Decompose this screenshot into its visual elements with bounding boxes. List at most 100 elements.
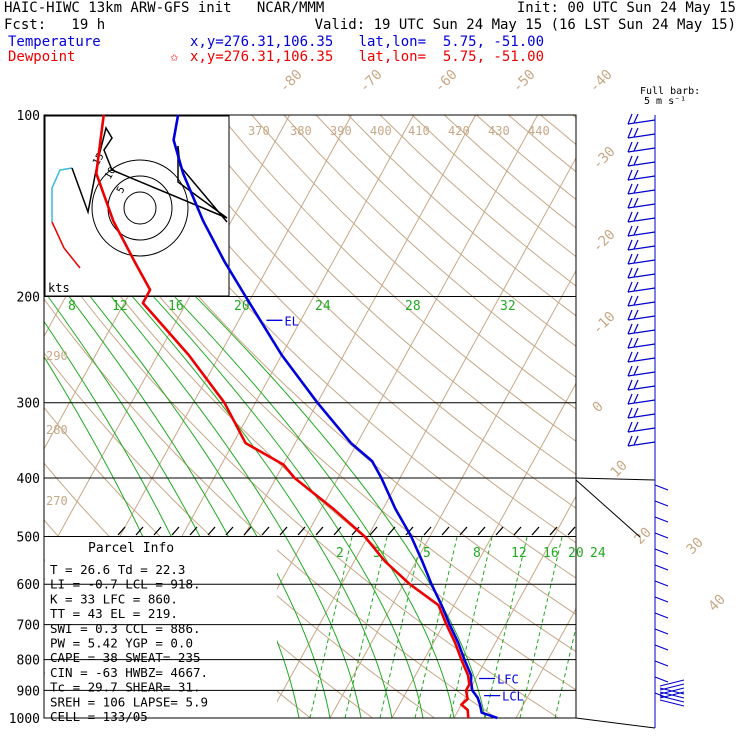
pressure-tick-label: 100 xyxy=(17,109,40,124)
pressure-tick-label: 200 xyxy=(17,291,40,306)
hatch-mark xyxy=(369,526,378,536)
wind-barb xyxy=(627,113,633,125)
wind-barb xyxy=(633,379,639,390)
dewpoint-line xyxy=(95,114,471,719)
wind-barb xyxy=(633,421,639,432)
parcel-info-title: Parcel Info xyxy=(88,541,174,556)
wind-barb xyxy=(627,239,633,251)
mixing-ratio-line xyxy=(554,625,576,718)
wind-barb xyxy=(627,183,633,195)
wind-barb xyxy=(654,644,669,651)
mixing-ratio-label: 5 xyxy=(423,546,431,561)
frame-connector xyxy=(575,477,656,481)
temperature-legend: Temperature xyxy=(8,34,101,50)
wind-barb xyxy=(633,127,639,138)
isotherm-label: 30 xyxy=(684,535,707,558)
dry-adiabat xyxy=(58,115,576,616)
isotherm-label: 0 xyxy=(590,399,607,416)
barb-legend-units: 5 m s⁻¹ xyxy=(644,96,686,107)
mixing-ratio-label: 3 xyxy=(373,546,381,561)
hatch-mark xyxy=(387,526,396,536)
parcel-info-panel: Parcel Info T = 26.6 Td = 22.3LI = -0.7 L… xyxy=(45,535,277,724)
wind-barb xyxy=(659,683,685,691)
wind-barb xyxy=(627,421,633,433)
wind-barb xyxy=(627,441,656,447)
isotherm-label: -80 xyxy=(277,67,306,96)
wind-barb xyxy=(659,699,685,707)
pressure-tick-label: 1000 xyxy=(9,712,40,727)
parcel-info-row: CELL = 133/05 xyxy=(50,709,148,724)
moist-adiabat xyxy=(107,268,393,718)
wind-barb xyxy=(627,189,656,195)
mixing-ratio-label: 12 xyxy=(112,299,128,314)
theta-label: 430 xyxy=(488,124,510,138)
barb-legend-title: Full barb: xyxy=(640,86,700,97)
wind-barb xyxy=(627,413,656,419)
wind-barb xyxy=(627,225,633,237)
wind-barb xyxy=(627,133,656,139)
moist-adiabat xyxy=(87,268,362,718)
isotherm-label: -50 xyxy=(510,67,539,96)
hodograph-frame xyxy=(44,115,230,297)
pressure-tick-label: 300 xyxy=(17,397,40,412)
mixing-ratio-label: 8 xyxy=(68,299,76,314)
level-marker-label: LCL xyxy=(502,690,524,704)
wind-barb xyxy=(627,267,633,279)
hatch-mark xyxy=(423,526,432,536)
isotherm-label: 20 xyxy=(632,525,655,548)
mixing-ratio-label: 20 xyxy=(234,299,250,314)
wind-barb xyxy=(654,612,669,619)
wind-barb xyxy=(627,169,633,181)
moist-adiabat xyxy=(67,268,331,718)
wind-barb xyxy=(633,113,639,124)
wind-barb xyxy=(627,231,656,237)
dewpoint-location: x,y=276.31,106.35 lat,lon= 5.75, -51.00 xyxy=(190,49,545,65)
wind-barb xyxy=(627,253,633,265)
hodograph-axis-label: kts xyxy=(48,281,70,295)
wind-barb xyxy=(627,287,656,293)
wind-barb xyxy=(633,183,639,194)
mixing-ratio-line xyxy=(379,536,423,718)
isotherm xyxy=(329,269,576,718)
dry-adiabat xyxy=(44,140,576,653)
wind-barb xyxy=(627,217,656,223)
mixing-ratio-label: 20 xyxy=(568,546,584,561)
level-marker-label: EL xyxy=(284,314,298,328)
hatch-mark xyxy=(513,526,522,536)
hatch-mark xyxy=(549,526,558,536)
hatch-mark xyxy=(153,526,162,536)
wind-barb xyxy=(627,365,633,377)
mixing-ratio-line xyxy=(344,536,388,718)
theta-label: 380 xyxy=(290,124,312,138)
mixing-ratio-line xyxy=(484,536,528,718)
wind-barb xyxy=(654,580,669,587)
wind-barb xyxy=(654,660,669,667)
wind-barb xyxy=(633,169,639,180)
wind-barb xyxy=(633,393,639,404)
hatch-mark xyxy=(135,526,144,536)
wind-barb xyxy=(627,407,633,419)
hatch-mark xyxy=(315,526,324,536)
wind-barb xyxy=(659,691,685,699)
wind-barb xyxy=(633,323,639,334)
parcel-info-row: SWI = 0.3 CCL = 886. xyxy=(50,621,201,636)
wind-barb xyxy=(627,245,656,251)
temperature-line xyxy=(172,114,498,720)
isotherm-label: -30 xyxy=(590,144,619,173)
mixing-ratio-line xyxy=(449,536,493,718)
frame-connector xyxy=(575,717,656,729)
hodograph-trace-mid xyxy=(51,167,73,222)
wind-barb xyxy=(627,329,656,335)
isotherm xyxy=(267,156,576,718)
wind-barb xyxy=(627,393,633,405)
hatch-mark xyxy=(567,526,576,536)
wind-barb xyxy=(654,532,669,539)
dry-adiabat xyxy=(44,298,497,718)
hodograph-ring xyxy=(123,191,157,225)
theta-label: 440 xyxy=(528,124,550,138)
wind-barb xyxy=(633,309,639,320)
model-title: HAIC-HIWC 13km ARW-GFS init NCAR/MMM xyxy=(4,0,325,16)
parcel-info-row: CAPE = 38 SWEAT= 235 xyxy=(50,650,201,665)
hatch-mark xyxy=(171,526,180,536)
